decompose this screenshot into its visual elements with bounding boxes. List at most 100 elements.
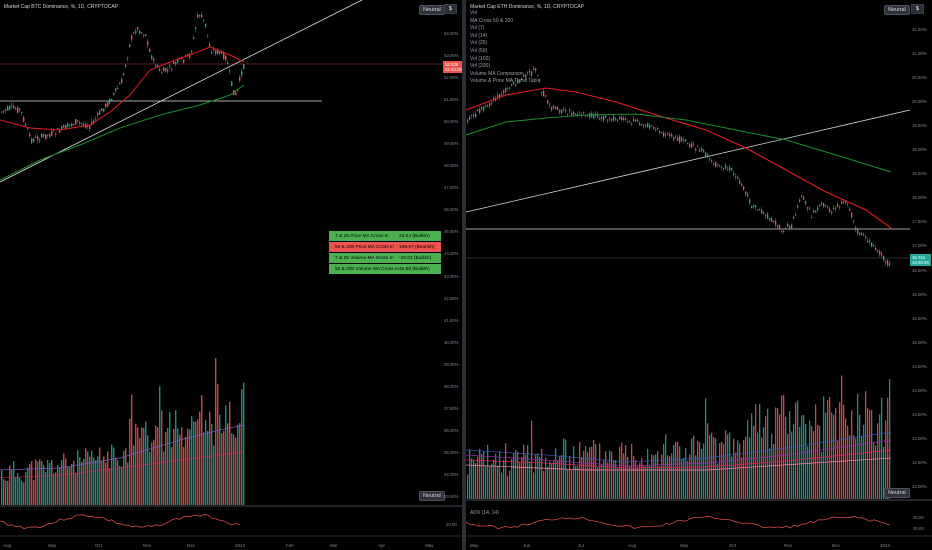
ma-200-line	[0, 84, 245, 181]
volume-bar	[603, 460, 605, 499]
btc-dominance-chart-pane[interactable]: Market Cap BTC Dominance, %, 1D, CRYPTOC…	[0, 0, 462, 550]
candle	[167, 69, 169, 72]
price-axis-label: 48.00%	[444, 163, 459, 169]
volume-bar	[809, 420, 811, 499]
volume-bar	[707, 423, 709, 499]
candle	[19, 108, 21, 111]
candle	[515, 84, 517, 86]
volume-bar	[613, 460, 615, 499]
candle	[887, 260, 889, 266]
volume-bar	[85, 448, 87, 505]
neutral-button-bottom[interactable]: Neutral	[884, 488, 910, 498]
volume-bar	[155, 425, 157, 505]
candle	[677, 137, 679, 141]
volume-bar	[825, 412, 827, 499]
eth-chart-canvas[interactable]	[466, 0, 932, 550]
candle	[531, 71, 533, 76]
candle	[473, 114, 475, 116]
ma-200-line	[466, 113, 892, 173]
neutral-button-top[interactable]: Neutral	[419, 5, 445, 15]
volume-bar	[549, 461, 551, 499]
btc-osc-axis-label: 20.00	[446, 522, 457, 527]
volume-bar	[861, 435, 863, 499]
candle	[721, 166, 723, 168]
candle	[205, 23, 207, 27]
pane-divider[interactable]	[462, 0, 466, 550]
price-axis-label: 35.00%	[444, 449, 459, 455]
volume-bar	[511, 458, 513, 499]
volume-bar	[605, 451, 607, 499]
signal-name: 50 & 200 Volume MA Cross In	[335, 266, 399, 272]
candle	[801, 196, 803, 198]
volume-bar	[749, 437, 751, 499]
volume-bar	[513, 453, 515, 499]
volume-bar	[839, 402, 841, 499]
candle	[743, 186, 745, 190]
price-axis-label: 50.00%	[444, 119, 459, 125]
candle	[67, 123, 69, 128]
currency-button[interactable]: $	[911, 4, 924, 14]
volume-bar	[125, 448, 127, 505]
volume-bar	[575, 466, 577, 499]
candle	[757, 209, 759, 211]
candle	[671, 133, 673, 137]
candle	[865, 236, 867, 239]
volume-bar	[217, 383, 219, 505]
currency-button[interactable]: $	[444, 4, 457, 14]
candle	[213, 49, 215, 51]
volume-bar	[1, 470, 3, 505]
legend-item[interactable]: MA Cross 50 & 200	[470, 17, 514, 24]
volume-bar	[193, 421, 195, 505]
legend-item[interactable]: Vol (50)	[470, 47, 488, 54]
candle	[823, 203, 825, 207]
eth-dominance-chart-pane[interactable]: Market Cap ETH Dominance, %, 1D, CRYPTOC…	[466, 0, 932, 550]
candle	[543, 90, 545, 97]
candle	[123, 73, 125, 76]
volume-bar	[665, 434, 667, 499]
neutral-button-top[interactable]: Neutral	[884, 5, 910, 15]
volume-bar	[811, 425, 813, 499]
volume-bar	[137, 427, 139, 505]
legend-item[interactable]: Vol (25)	[470, 40, 488, 47]
candle	[27, 128, 29, 130]
volume-bar	[83, 458, 85, 505]
legend-item[interactable]: Volume & Price MA Trend Table	[470, 78, 541, 85]
volume-bar	[25, 471, 27, 505]
candle	[869, 240, 871, 242]
price-axis-label: 18.50%	[912, 171, 927, 177]
volume-bar	[675, 441, 677, 499]
volume-bar	[531, 420, 533, 499]
signal-value: 106.87 (Bearish)	[399, 244, 435, 250]
volume-bar	[79, 457, 81, 505]
candle	[183, 59, 185, 63]
volume-bar	[649, 465, 651, 499]
volume-bar	[69, 467, 71, 505]
candle	[11, 105, 13, 107]
candle	[41, 133, 43, 138]
volume-bar	[55, 472, 57, 505]
candle	[153, 58, 155, 61]
neutral-button-bottom[interactable]: Neutral	[419, 491, 445, 501]
volume-bar	[877, 423, 879, 499]
candle	[469, 116, 471, 120]
signal-value: -20.02 (Bullish)	[399, 255, 432, 261]
price-axis-label: 52.00%	[444, 75, 459, 81]
legend-item[interactable]: Vol (7)	[470, 25, 485, 32]
legend-item[interactable]: Vol (14)	[470, 32, 488, 39]
volume-bar	[673, 444, 675, 499]
volume-bar	[741, 457, 743, 499]
volume-bar	[99, 447, 101, 505]
volume-bar	[123, 450, 125, 505]
price-axis-label: 44.00%	[444, 251, 459, 257]
volume-bar	[803, 414, 805, 499]
volume-bar	[529, 461, 531, 499]
legend-item[interactable]: Volume MA Comparison	[470, 70, 524, 77]
trend-line	[466, 109, 911, 213]
candle	[49, 134, 51, 138]
legend-item[interactable]: Vol (100)	[470, 55, 491, 62]
legend-item[interactable]: Vol (200)	[470, 63, 491, 70]
legend-item[interactable]: Vol	[470, 10, 477, 16]
candle	[593, 114, 595, 119]
volume-bar	[721, 441, 723, 499]
btc-chart-canvas[interactable]	[0, 0, 462, 550]
